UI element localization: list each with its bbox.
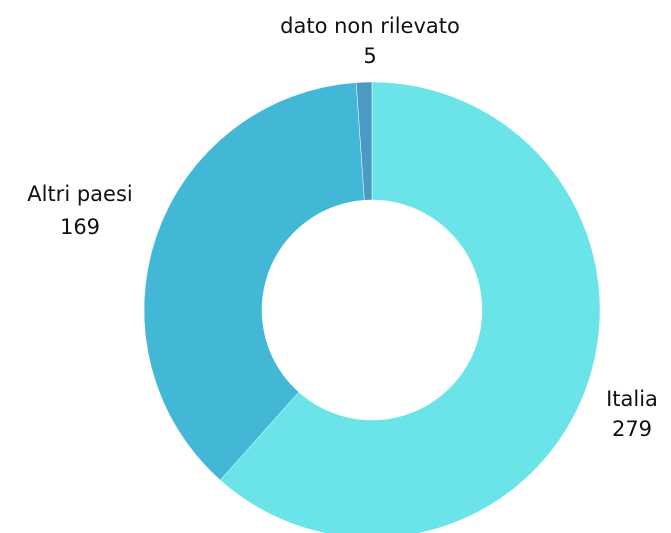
slice-value: 169 [60, 215, 100, 239]
slice-value: 279 [612, 417, 652, 441]
donut-slice [219, 81, 601, 533]
slice-label: Italia [606, 387, 658, 411]
slice-value: 5 [363, 44, 376, 68]
slice-label: Altri paesi [27, 182, 132, 206]
donut-slice [355, 81, 373, 201]
donut-slice [143, 82, 365, 481]
slice-label: dato non rilevato [280, 14, 460, 38]
